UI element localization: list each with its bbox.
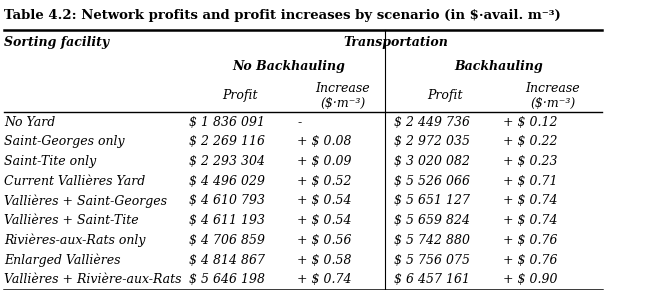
- Text: $ 4 814 867: $ 4 814 867: [189, 253, 265, 267]
- Text: + $ 0.58: + $ 0.58: [298, 253, 352, 267]
- Text: + $ 0.90: + $ 0.90: [503, 273, 557, 286]
- Text: Vallières + Saint-Georges: Vallières + Saint-Georges: [5, 194, 168, 208]
- Text: Sorting facility: Sorting facility: [5, 36, 110, 49]
- Text: + $ 0.08: + $ 0.08: [298, 135, 352, 148]
- Text: Saint-Tite only: Saint-Tite only: [5, 155, 97, 168]
- Text: $ 4 496 029: $ 4 496 029: [189, 175, 265, 188]
- Text: + $ 0.76: + $ 0.76: [503, 234, 557, 247]
- Text: $ 5 646 198: $ 5 646 198: [189, 273, 265, 286]
- Text: Transportation: Transportation: [343, 36, 448, 49]
- Text: Vallières + Rivière-aux-Rats: Vallières + Rivière-aux-Rats: [5, 273, 182, 286]
- Text: Profit: Profit: [428, 89, 463, 102]
- Text: $ 6 457 161: $ 6 457 161: [394, 273, 470, 286]
- Text: Increase
($·m⁻³): Increase ($·m⁻³): [526, 82, 580, 110]
- Text: $ 5 756 075: $ 5 756 075: [394, 253, 470, 267]
- Text: $ 4 610 793: $ 4 610 793: [189, 194, 265, 207]
- Text: $ 4 611 193: $ 4 611 193: [189, 214, 265, 227]
- Text: $ 5 742 880: $ 5 742 880: [394, 234, 470, 247]
- Text: $ 2 293 304: $ 2 293 304: [189, 155, 265, 168]
- Text: + $ 0.54: + $ 0.54: [298, 214, 352, 227]
- Text: Enlarged Vallières: Enlarged Vallières: [5, 253, 121, 267]
- Text: $ 1 836 091: $ 1 836 091: [189, 116, 265, 129]
- Text: $ 3 020 082: $ 3 020 082: [394, 155, 470, 168]
- Text: + $ 0.54: + $ 0.54: [298, 194, 352, 207]
- Text: No Backhauling: No Backhauling: [232, 61, 345, 73]
- Text: Backhauling: Backhauling: [454, 61, 543, 73]
- Text: Table 4.2: Network profits and profit increases by scenario (in $·avail. m⁻³): Table 4.2: Network profits and profit in…: [5, 9, 561, 22]
- Text: + $ 0.74: + $ 0.74: [503, 214, 557, 227]
- Text: Profit: Profit: [222, 89, 258, 102]
- Text: $ 4 706 859: $ 4 706 859: [189, 234, 265, 247]
- Text: $ 2 269 116: $ 2 269 116: [189, 135, 265, 148]
- Text: $ 5 651 127: $ 5 651 127: [394, 194, 470, 207]
- Text: + $ 0.74: + $ 0.74: [298, 273, 352, 286]
- Text: Vallières + Saint-Tite: Vallières + Saint-Tite: [5, 214, 139, 227]
- Text: + $ 0.22: + $ 0.22: [503, 135, 557, 148]
- Text: + $ 0.71: + $ 0.71: [503, 175, 557, 188]
- Text: + $ 0.09: + $ 0.09: [298, 155, 352, 168]
- Text: + $ 0.76: + $ 0.76: [503, 253, 557, 267]
- Text: + $ 0.12: + $ 0.12: [503, 116, 557, 129]
- Text: $ 5 526 066: $ 5 526 066: [394, 175, 470, 188]
- Text: + $ 0.56: + $ 0.56: [298, 234, 352, 247]
- Text: No Yard: No Yard: [5, 116, 56, 129]
- Text: Rivières-aux-Rats only: Rivières-aux-Rats only: [5, 234, 146, 247]
- Text: Increase
($·m⁻³): Increase ($·m⁻³): [315, 82, 370, 110]
- Text: + $ 0.23: + $ 0.23: [503, 155, 557, 168]
- Text: + $ 0.52: + $ 0.52: [298, 175, 352, 188]
- Text: Current Vallières Yard: Current Vallières Yard: [5, 175, 146, 188]
- Text: $ 5 659 824: $ 5 659 824: [394, 214, 470, 227]
- Text: -: -: [298, 116, 302, 129]
- Text: $ 2 449 736: $ 2 449 736: [394, 116, 470, 129]
- Text: Saint-Georges only: Saint-Georges only: [5, 135, 125, 148]
- Text: + $ 0.74: + $ 0.74: [503, 194, 557, 207]
- Text: $ 2 972 035: $ 2 972 035: [394, 135, 470, 148]
